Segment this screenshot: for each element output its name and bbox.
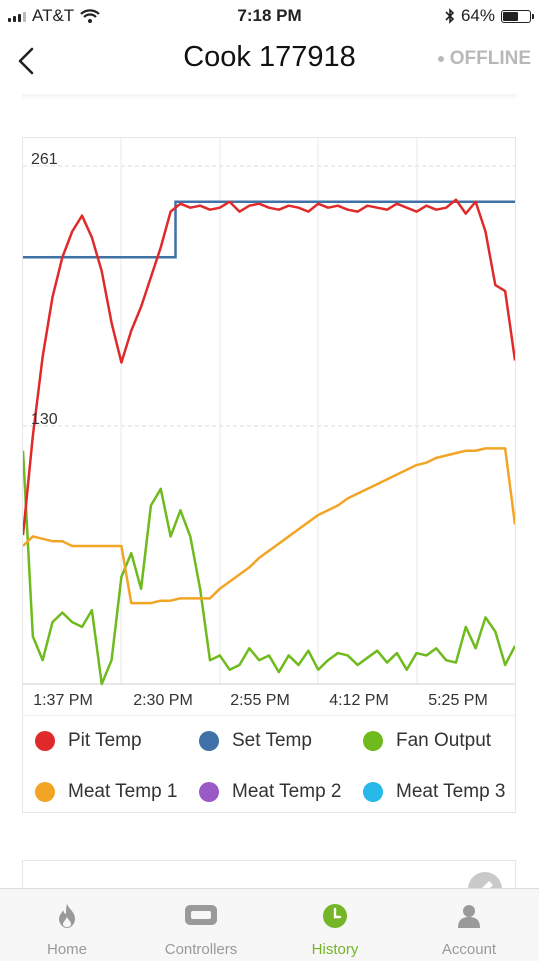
legend-swatch: [35, 782, 55, 802]
back-button[interactable]: [14, 46, 42, 76]
fan-output-line: [23, 450, 515, 686]
flame-icon: [59, 904, 75, 928]
person-icon: [458, 905, 480, 928]
y-tick-label: 261: [31, 151, 58, 168]
battery-group: 64%: [445, 6, 534, 26]
legend-swatch: [363, 731, 383, 751]
legend-swatch: [35, 731, 55, 751]
clock: 7:18 PM: [237, 6, 302, 25]
tab-home[interactable]: Home: [0, 889, 134, 961]
connection-status-label: OFFLINE: [449, 48, 531, 69]
tab-home-label: Home: [46, 941, 87, 958]
battery-icon: [501, 9, 534, 23]
nav-bar: Cook 177918 OFFLINE: [0, 32, 539, 88]
legend-label: Meat Temp 3: [396, 781, 506, 802]
history-chart-card: 261 130 1:37 PM 2:30 PM 2:55 PM 4:12 PM 5:25 P…: [22, 137, 516, 813]
legend-swatch: [199, 731, 219, 751]
battery-level: [503, 11, 518, 21]
x-tick-label: 1:37 PM: [33, 692, 93, 709]
legend-item[interactable]: Pit Temp: [35, 730, 142, 752]
carrier-label: AT&T: [32, 6, 75, 25]
cook-details-card: [22, 860, 516, 900]
legend-label: Fan Output: [396, 730, 492, 751]
x-tick-label: 4:12 PM: [329, 692, 389, 709]
meat-temp-1-line: [23, 447, 515, 605]
tab-account[interactable]: Account: [402, 889, 536, 961]
legend-item[interactable]: Meat Temp 2: [199, 781, 341, 803]
legend-swatch: [199, 782, 219, 802]
controller-icon: [185, 905, 217, 925]
tab-history[interactable]: History: [268, 889, 402, 961]
status-bar: AT&T 7:18 PM 64%: [0, 0, 539, 32]
legend-label: Meat Temp 1: [68, 781, 178, 802]
temperature-chart[interactable]: 261 130 1:37 PM 2:30 PM 2:55 PM 4:12 PM 5:25 P…: [23, 138, 515, 714]
chart-legend: Pit Temp Set Temp Fan Output Meat Temp 1 Mea…: [23, 715, 515, 814]
tab-history-label: History: [311, 941, 359, 958]
wifi-icon: [80, 9, 100, 23]
x-tick-label: 5:25 PM: [428, 692, 488, 709]
legend-item[interactable]: Meat Temp 3: [363, 781, 505, 803]
x-tick-label: 2:55 PM: [230, 692, 290, 709]
signal-icon: [8, 10, 26, 22]
battery-percent: 64%: [460, 6, 495, 25]
header-divider: [22, 94, 517, 100]
tab-controllers-label: Controllers: [164, 941, 238, 958]
legend-label: Meat Temp 2: [232, 781, 342, 802]
tab-controllers[interactable]: Controllers: [134, 889, 268, 961]
legend-item[interactable]: Set Temp: [199, 730, 312, 752]
y-tick-label: 130: [31, 411, 58, 428]
legend-label: Set Temp: [232, 730, 312, 751]
legend-label: Pit Temp: [68, 730, 142, 751]
legend-swatch: [363, 782, 383, 802]
legend-item[interactable]: Fan Output: [363, 730, 491, 752]
tab-bar: Home Controllers History Account: [0, 888, 539, 961]
status-dot-icon: [437, 56, 444, 62]
bluetooth-icon: [445, 8, 455, 24]
clock-icon: [323, 904, 347, 928]
x-tick-label: 2:30 PM: [133, 692, 193, 709]
set-temp-line: [23, 200, 515, 259]
page-title: Cook 177918: [183, 41, 356, 73]
pit-temp-line: [23, 198, 515, 536]
tab-account-label: Account: [441, 941, 497, 958]
connection-status: OFFLINE: [437, 48, 531, 70]
carrier-group: AT&T: [8, 6, 100, 26]
legend-item[interactable]: Meat Temp 1: [35, 781, 177, 803]
